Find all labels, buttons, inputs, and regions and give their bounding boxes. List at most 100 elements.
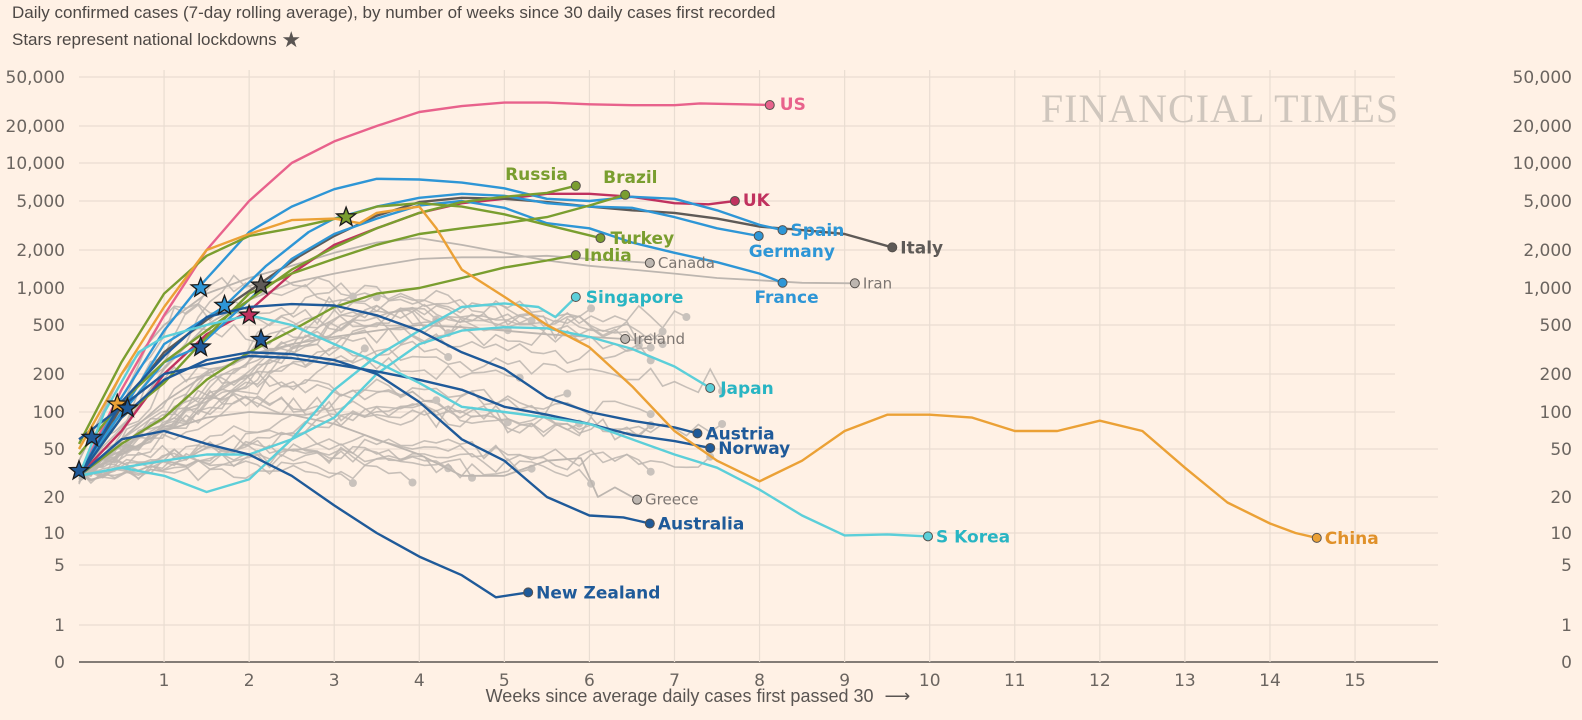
x-tick-label: 7 <box>669 671 680 691</box>
y-axis-left: 50,00020,00010,0005,0002,0001,0005002001… <box>6 68 65 673</box>
other-country-line <box>78 439 592 485</box>
series-endpoint-norway <box>705 442 716 453</box>
series-label-india: India <box>584 246 632 266</box>
series-endpoint-s-korea <box>922 531 933 542</box>
series-endpoint-russia <box>570 180 581 191</box>
series-endpoint-france <box>777 277 788 288</box>
other-country-line <box>78 303 651 480</box>
y-tick-label-left: 5 <box>54 556 65 576</box>
y-tick-label-left: 10,000 <box>6 154 65 174</box>
lockdown-star-icon-s-korea <box>67 458 91 481</box>
y-tick-label-right: 50,000 <box>1513 68 1572 88</box>
other-country-line <box>78 438 711 480</box>
series-endpoint-uk <box>729 196 740 206</box>
y-tick-label-left: 5,000 <box>16 192 65 212</box>
series-label-brazil: Brazil <box>603 168 657 188</box>
subtitle-lockdown-text: Stars represent national lockdowns <box>12 30 277 49</box>
x-tick-label: 10 <box>919 671 941 691</box>
y-tick-label-left: 1 <box>54 616 65 636</box>
series-endpoint-italy <box>887 242 898 253</box>
x-tick-label: 12 <box>1089 671 1111 691</box>
arrow-right-icon: ⟶ <box>885 686 911 706</box>
y-tick-label-left: 100 <box>33 403 65 423</box>
series-label-us: US <box>780 95 806 115</box>
series-endpoint-turkey <box>595 233 606 244</box>
highlighted-countries-lines <box>77 101 1318 599</box>
other-country-line <box>78 459 354 485</box>
other-country-endpoint <box>718 420 727 428</box>
other-country-endpoint <box>360 344 369 353</box>
series-label-turkey: Turkey <box>610 229 674 249</box>
series-line-austria <box>77 302 698 477</box>
y-tick-label-left: 0 <box>54 653 65 673</box>
other-country-endpoint <box>348 292 357 301</box>
series-label-germany: Germany <box>749 242 835 262</box>
other-country-line <box>78 365 437 483</box>
x-tick-label: 1 <box>159 671 170 691</box>
other-country-line <box>78 276 687 485</box>
lockdown-star-icon-france <box>189 335 212 357</box>
series-line-iran <box>78 237 855 462</box>
series-label-greece: Greece <box>645 491 698 509</box>
series-endpoint-germany <box>753 230 764 241</box>
y-tick-label-right: 0 <box>1561 653 1572 673</box>
series-label-s-korea: S Korea <box>936 527 1010 547</box>
series-line-russia <box>78 184 577 456</box>
lockdown-star-icon-spain <box>189 276 212 298</box>
y-tick-label-right: 10,000 <box>1513 154 1572 174</box>
other-country-line <box>78 327 652 477</box>
x-tick-label: 4 <box>414 671 425 691</box>
y-tick-label-right: 10 <box>1550 524 1572 544</box>
series-labels: Canada Iran Ireland Greece US UK Italy SpainGer… <box>505 95 1379 603</box>
series-endpoint-spain <box>777 225 788 236</box>
ft-watermark: FINANCIAL TIMES <box>1041 86 1399 131</box>
other-country-endpoint <box>432 396 441 405</box>
star-icon: ★ <box>281 27 302 52</box>
series-line-india <box>78 254 577 477</box>
series-endpoint-austria <box>692 428 703 439</box>
other-country-endpoint <box>408 478 417 487</box>
y-tick-label-right: 1,000 <box>1523 279 1572 299</box>
series-line-canada <box>78 254 650 477</box>
series-label-uk: UK <box>743 191 771 211</box>
series-endpoint-canada <box>644 257 655 268</box>
y-tick-label-right: 500 <box>1540 316 1572 336</box>
y-tick-label-right: 200 <box>1540 365 1572 385</box>
series-label-austria: Austria <box>705 424 774 444</box>
series-endpoint-india <box>570 250 581 261</box>
y-tick-label-right: 1 <box>1561 616 1572 636</box>
x-axis-title-text: Weeks since average daily cases first pa… <box>486 686 874 706</box>
x-axis-title: Weeks since average daily cases first pa… <box>486 686 911 706</box>
lockdown-star-icon-austria <box>116 396 139 418</box>
x-tick-label: 15 <box>1344 671 1366 691</box>
y-tick-label-left: 50 <box>43 440 65 460</box>
series-endpoint-new-zealand <box>523 587 534 598</box>
x-axis: 1 2 3 4 5 6 7 8 9 10 11 12 13 14 15 <box>159 671 1366 691</box>
y-tick-label-right: 2,000 <box>1523 241 1572 261</box>
series-endpoint-singapore <box>570 291 581 302</box>
y-tick-label-right: 100 <box>1540 403 1572 423</box>
series-endpoint-us <box>764 100 775 111</box>
x-tick-label: 2 <box>244 671 255 691</box>
x-tick-label: 3 <box>329 671 340 691</box>
series-endpoint-greece <box>632 494 643 505</box>
lockdown-star-icon-china <box>106 392 129 414</box>
series-label-ireland: Ireland <box>633 330 685 348</box>
other-country-line <box>78 347 366 474</box>
lockdown-star-icon-australia <box>249 327 273 350</box>
series-label-spain: Spain <box>791 221 845 241</box>
series-label-new-zealand: New Zealand <box>536 583 660 603</box>
series-label-singapore: Singapore <box>586 288 684 308</box>
series-endpoint-ireland <box>620 333 631 344</box>
series-label-canada: Canada <box>658 254 715 272</box>
other-country-endpoint <box>646 467 655 476</box>
x-tick-label: 5 <box>499 671 510 691</box>
chart-subtitle: Daily confirmed cases (7-day rolling ave… <box>12 3 775 23</box>
series-line-singapore <box>78 296 577 494</box>
series-line-greece <box>78 411 638 501</box>
lockdown-star-icon-uk <box>237 303 261 325</box>
other-country-line <box>78 304 664 477</box>
lockdown-star-icon-norway <box>80 425 104 448</box>
other-country-endpoint <box>658 327 667 336</box>
